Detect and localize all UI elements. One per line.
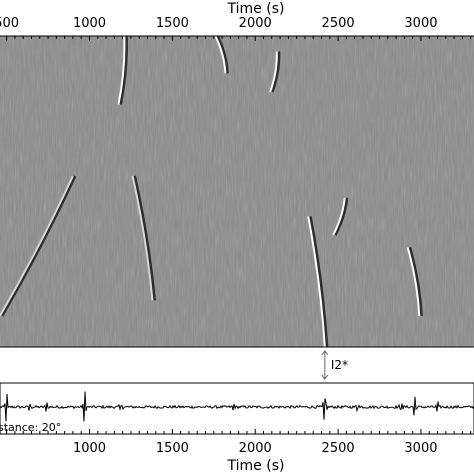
arrival-8-shadow xyxy=(133,175,156,301)
seismogram-section-panel: Time (s) 500 1000 1500 2000 2500 3000 xyxy=(0,1,474,348)
top-x-tick-label: 3000 xyxy=(404,16,437,31)
bottom-x-tick-label: 2000 xyxy=(239,441,272,456)
arrival-6 xyxy=(406,247,421,316)
arrival-6-shadow xyxy=(408,247,423,316)
bottom-x-tick-label: 1500 xyxy=(156,441,189,456)
bottom-x-ticks xyxy=(6,429,472,434)
phase-marker: I2* xyxy=(321,350,348,380)
arrival-4-shadow xyxy=(308,216,329,347)
arrival-8 xyxy=(131,175,154,301)
distance-annotation: stance: 20° xyxy=(0,421,61,434)
section-texture xyxy=(0,36,474,347)
bright-arrival-2-shadow xyxy=(216,36,229,74)
arrival-7 xyxy=(0,175,74,317)
phase-marker-arrowhead-top xyxy=(321,350,329,356)
bottom-x-tick-label: 3000 xyxy=(404,441,437,456)
arrival-3-shadow xyxy=(270,51,281,93)
arrival-3 xyxy=(269,51,278,93)
top-x-tick-label: 2500 xyxy=(322,16,355,31)
arrival-4 xyxy=(307,216,326,347)
bottom-x-tick-labels: 1000 1500 2000 2500 3000 xyxy=(73,441,438,456)
top-x-tick-label: 1500 xyxy=(156,16,189,31)
top-x-tick-label: 1000 xyxy=(73,16,106,31)
bright-arrival-1 xyxy=(117,36,126,105)
top-x-tick-label: 2000 xyxy=(239,16,272,31)
top-x-axis-label: Time (s) xyxy=(227,1,285,17)
bottom-x-axis-label: Time (s) xyxy=(227,458,285,474)
bright-arrival-2 xyxy=(214,36,227,74)
top-x-tick-label: 500 xyxy=(0,16,19,31)
phase-arrivals xyxy=(0,36,423,347)
arrival-5 xyxy=(332,197,346,236)
phase-marker-label: I2* xyxy=(331,358,348,372)
arrival-5-shadow xyxy=(333,197,349,236)
bright-arrival-1-shadow xyxy=(119,36,128,105)
top-x-tick-labels: 500 1000 1500 2000 2500 3000 xyxy=(0,16,438,31)
arrival-7-shadow xyxy=(0,175,77,317)
phase-marker-arrowhead-bottom xyxy=(321,374,329,380)
waveform-panel: stance: 20° 1000 1500 2000 2500 3000 Time (s… xyxy=(0,382,474,474)
bottom-x-tick-label: 1000 xyxy=(73,441,106,456)
bottom-x-tick-label: 2500 xyxy=(322,441,355,456)
waveform-trace xyxy=(0,391,474,422)
